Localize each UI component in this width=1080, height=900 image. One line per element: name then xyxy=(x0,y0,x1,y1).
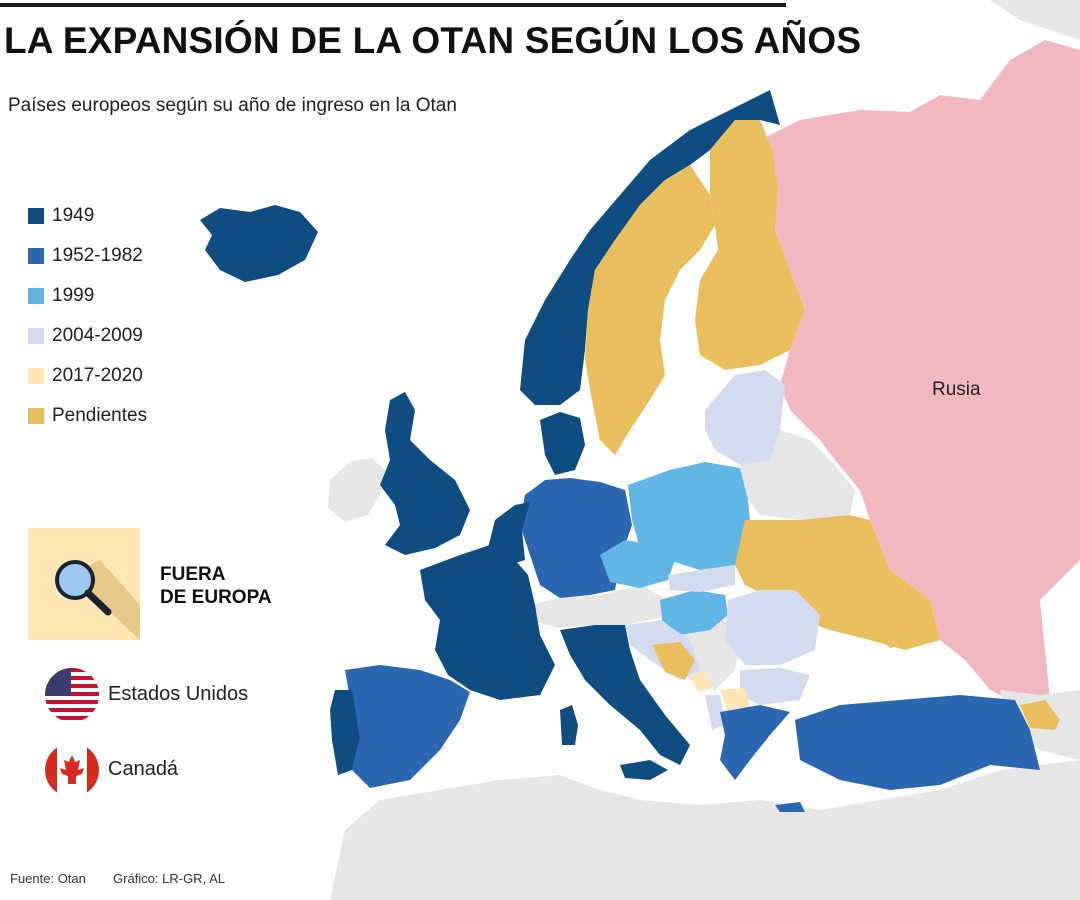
outside-europe-label: FUERA DE EUROPA xyxy=(160,563,300,609)
iceland xyxy=(200,205,318,282)
montenegro xyxy=(690,672,712,692)
greece xyxy=(720,705,790,780)
north-africa xyxy=(330,760,1080,900)
ireland xyxy=(328,458,385,522)
romania xyxy=(725,590,820,665)
cyprus xyxy=(920,796,950,808)
legend-swatch xyxy=(28,208,44,224)
russia xyxy=(760,40,1080,705)
czech-republic xyxy=(600,540,675,588)
baltics xyxy=(705,370,785,465)
benelux xyxy=(488,502,530,565)
italy xyxy=(560,625,690,765)
legend-item: 1949 xyxy=(28,196,147,236)
spain xyxy=(345,665,470,788)
legend-swatch xyxy=(28,288,44,304)
title-rule xyxy=(0,3,786,7)
usa-label: Estados Unidos xyxy=(108,683,249,705)
arctic-island xyxy=(990,0,1080,40)
bulgaria xyxy=(740,668,810,705)
norway xyxy=(520,90,780,405)
legend-label: 2004-2009 xyxy=(52,325,143,346)
portugal xyxy=(330,690,360,775)
slovakia xyxy=(668,565,735,592)
usa-flag-icon xyxy=(45,668,99,722)
albania xyxy=(705,695,725,730)
hungary xyxy=(660,590,728,635)
outside-europe-line1: FUERA xyxy=(160,564,226,585)
denmark xyxy=(540,412,585,475)
germany xyxy=(520,478,632,598)
bosnia xyxy=(652,642,695,680)
legend-label: 1999 xyxy=(52,285,95,306)
footer-credit: Gráfico: LR-GR, AL xyxy=(113,871,225,886)
russia-label: Rusia xyxy=(932,379,981,400)
poland xyxy=(628,462,752,570)
france xyxy=(420,545,555,700)
georgia xyxy=(1020,700,1060,730)
magnifier-icon xyxy=(28,528,140,640)
outside-europe-line2: DE EUROPA xyxy=(160,587,272,608)
sweden xyxy=(585,165,715,455)
sardinia xyxy=(560,705,578,745)
turkey xyxy=(795,695,1040,790)
alpine-non-member xyxy=(530,585,665,628)
legend-label: 1952-1982 xyxy=(52,245,143,266)
legend-item: Pendientes xyxy=(28,396,147,436)
legend-swatch xyxy=(28,248,44,264)
page-title: LA EXPANSIÓN DE LA OTAN SEGÚN LOS AÑOS xyxy=(4,20,862,61)
legend-swatch xyxy=(28,328,44,344)
legend-label: 1949 xyxy=(52,205,95,226)
finland xyxy=(695,120,805,370)
crimea xyxy=(870,625,915,648)
legend-item: 2017-2020 xyxy=(28,356,147,396)
footer-source: Fuente: Otan xyxy=(10,871,86,886)
crete xyxy=(775,802,805,812)
legend-item: 1952-1982 xyxy=(28,236,147,276)
legend-swatch xyxy=(28,368,44,384)
sicily xyxy=(620,760,668,780)
page-subtitle: Países europeos según su año de ingreso … xyxy=(8,95,457,116)
legend: 1949 1952-1982 1999 2004-2009 2017-2020 … xyxy=(28,196,147,436)
canada-label: Canadá xyxy=(108,758,179,780)
legend-item: 2004-2009 xyxy=(28,316,147,356)
united-kingdom xyxy=(380,392,470,555)
legend-item: 1999 xyxy=(28,276,147,316)
north-macedonia xyxy=(720,688,750,712)
ukraine xyxy=(735,515,940,650)
legend-label: Pendientes xyxy=(52,405,148,426)
canada-flag-icon xyxy=(45,743,99,797)
legend-swatch xyxy=(28,408,44,424)
legend-label: 2017-2020 xyxy=(52,365,143,386)
